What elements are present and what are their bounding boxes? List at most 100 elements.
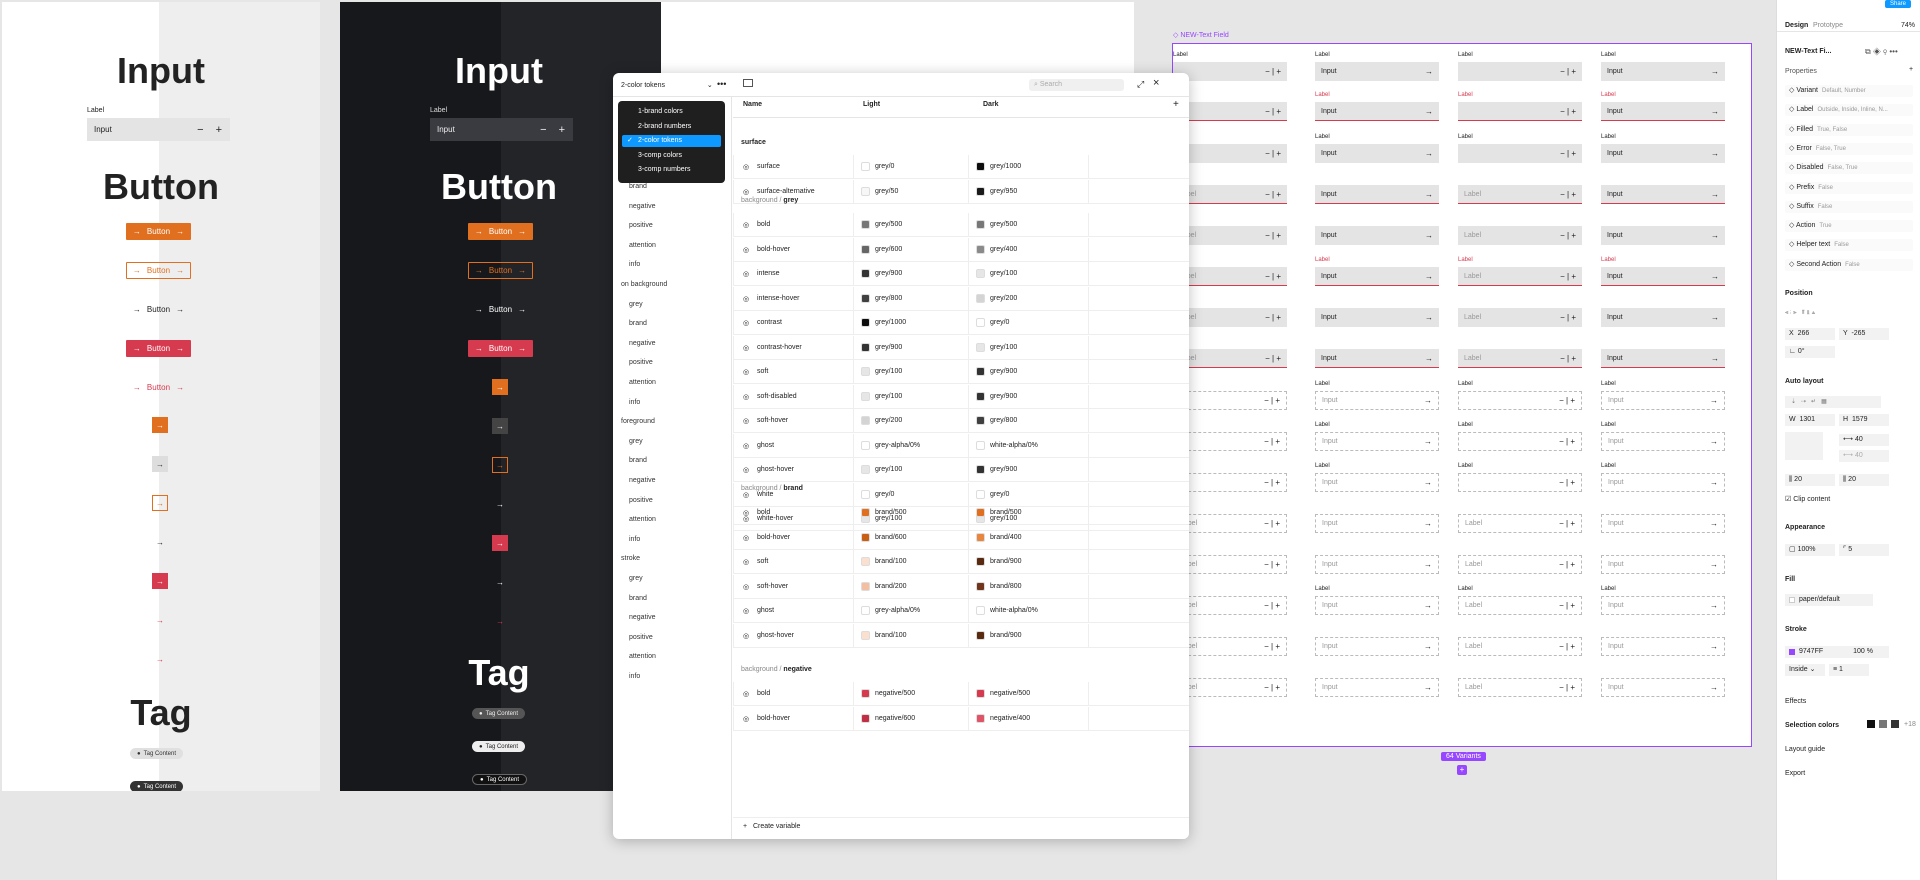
component-property[interactable]: ◇ Filled True, False bbox=[1785, 123, 1913, 136]
variable-row[interactable]: ◎ bold negative/500 negative/500 bbox=[733, 682, 1189, 706]
action-arrow-icon[interactable]: → bbox=[1424, 560, 1432, 569]
sidebar-group-item[interactable]: grey bbox=[629, 300, 643, 308]
align-tools[interactable]: ⫷ ⫶ ⫸ ⫪ ⫫ ⫨ bbox=[1785, 310, 1816, 316]
dark-value[interactable]: grey/0 bbox=[990, 490, 1010, 498]
text-field-variant[interactable]: Label− | + bbox=[1173, 185, 1287, 204]
stepper-icons[interactable]: − | + bbox=[1264, 683, 1280, 692]
text-field-variant[interactable]: − | + bbox=[1173, 62, 1287, 81]
stepper-icons[interactable]: − | + bbox=[1559, 478, 1575, 487]
dark-value[interactable]: grey/950 bbox=[990, 187, 1018, 195]
outline-button[interactable]: → Button → bbox=[468, 262, 533, 279]
action-arrow-icon[interactable]: → bbox=[1425, 313, 1433, 322]
text-field-variant[interactable]: Input → bbox=[1315, 555, 1439, 574]
stepper-icons[interactable]: − | + bbox=[1265, 106, 1281, 116]
text-field-variant[interactable]: − | + bbox=[1173, 432, 1287, 451]
variable-name[interactable]: bold-hover bbox=[757, 245, 791, 253]
sidebar-group-item[interactable]: positive bbox=[629, 359, 653, 367]
text-field-variant[interactable]: Input → bbox=[1315, 102, 1439, 121]
light-value[interactable]: grey-alpha/0% bbox=[875, 607, 921, 614]
text-field-variant[interactable]: Input → bbox=[1601, 308, 1725, 327]
ghost-button[interactable]: → Button → bbox=[132, 305, 185, 314]
text-field-variant[interactable]: Input → bbox=[1315, 62, 1439, 81]
action-arrow-icon[interactable]: → bbox=[1425, 271, 1433, 281]
variable-name[interactable]: ghost-hover bbox=[757, 631, 794, 639]
sample-input[interactable]: Input − + bbox=[430, 118, 573, 141]
more-icon[interactable]: ••• bbox=[717, 79, 727, 89]
sidebar-group-item[interactable]: attention bbox=[629, 516, 656, 524]
plus-icon[interactable]: + bbox=[558, 123, 565, 136]
stroke-weight[interactable]: ≡ 1 bbox=[1829, 664, 1869, 676]
variable-row[interactable]: ◎ soft-disabled grey/100 grey/900 bbox=[733, 384, 1189, 409]
variable-row[interactable]: ◎ surface grey/0 grey/1000 bbox=[733, 155, 1189, 179]
light-value[interactable]: grey-alpha/0% bbox=[875, 441, 921, 449]
action-arrow-icon[interactable]: → bbox=[1711, 313, 1719, 322]
text-field-variant[interactable]: Label− | + bbox=[1458, 555, 1582, 574]
minus-icon[interactable]: − bbox=[197, 123, 204, 136]
component-property[interactable]: ◇ Helper text False bbox=[1785, 239, 1913, 252]
variable-name[interactable]: ghost-hover bbox=[757, 466, 794, 473]
action-arrow-icon[interactable]: → bbox=[1424, 683, 1432, 692]
component-property[interactable]: ◇ Error False, True bbox=[1785, 142, 1913, 155]
padding-v-field[interactable]: ⫼ 20 bbox=[1839, 474, 1889, 486]
light-value[interactable]: grey/100 bbox=[875, 368, 903, 375]
direction-toggle[interactable]: ⇣ ⇢ ↵ ▦ bbox=[1785, 396, 1881, 408]
component-property[interactable]: ◇ Variant Default, Number bbox=[1785, 85, 1913, 97]
minus-icon[interactable]: − bbox=[540, 123, 547, 136]
close-icon[interactable]: × bbox=[1153, 77, 1160, 89]
gap-field-2[interactable]: ⟷ 40 bbox=[1839, 450, 1889, 462]
text-field-variant[interactable]: Label− | + bbox=[1173, 349, 1287, 368]
variable-row[interactable]: ◎ intense grey/900 grey/100 bbox=[733, 262, 1189, 286]
light-value[interactable]: grey/1000 bbox=[875, 319, 907, 326]
stepper-icons[interactable]: − | + bbox=[1560, 313, 1576, 322]
stroke-position[interactable]: Inside ⌄ bbox=[1785, 664, 1825, 676]
action-arrow-icon[interactable]: → bbox=[1425, 67, 1433, 76]
text-field-variant[interactable]: Input → bbox=[1315, 226, 1439, 245]
sidebar-group-item[interactable]: positive bbox=[629, 496, 653, 504]
text-field-variant[interactable]: − | + bbox=[1173, 102, 1287, 121]
light-value[interactable]: brand/100 bbox=[875, 631, 907, 639]
sidebar-group-item[interactable]: on background bbox=[621, 281, 668, 288]
text-field-variant[interactable]: Input → bbox=[1315, 432, 1439, 451]
negative-button[interactable]: → Button → bbox=[468, 340, 533, 357]
text-field-variant[interactable]: Label− | + bbox=[1458, 514, 1582, 533]
sidebar-group-item[interactable]: brand bbox=[629, 594, 647, 602]
action-arrow-icon[interactable]: → bbox=[1710, 478, 1718, 487]
sidebar-group-item[interactable]: negative bbox=[629, 202, 656, 210]
stepper-icons[interactable]: − | + bbox=[1265, 231, 1281, 240]
frame-title[interactable]: ◇ NEW-Text Field bbox=[1173, 32, 1229, 39]
action-arrow-icon[interactable]: → bbox=[1424, 478, 1432, 487]
dark-value[interactable]: grey/100 bbox=[990, 343, 1018, 351]
action-arrow-icon[interactable]: → bbox=[1424, 519, 1432, 528]
variable-row[interactable]: ◎ bold grey/500 grey/500 bbox=[733, 213, 1189, 237]
action-arrow-icon[interactable]: → bbox=[1711, 353, 1719, 363]
variable-name[interactable]: soft bbox=[757, 558, 769, 565]
variable-name[interactable]: contrast bbox=[757, 319, 782, 326]
text-field-variant[interactable]: − | + bbox=[1458, 144, 1582, 163]
light-value[interactable]: brand/500 bbox=[875, 509, 907, 516]
text-field-variant[interactable]: Input → bbox=[1315, 267, 1439, 286]
component-actions-icons[interactable]: ⧉ ◈ ⚲ ••• bbox=[1865, 47, 1898, 56]
icon-button-grey[interactable]: → bbox=[152, 456, 168, 472]
text-field-variant[interactable]: Input → bbox=[1315, 473, 1439, 492]
action-arrow-icon[interactable]: → bbox=[1710, 683, 1718, 692]
light-value[interactable]: grey/500 bbox=[875, 221, 903, 228]
text-field-variant[interactable]: Label− | + bbox=[1173, 678, 1287, 697]
variable-row[interactable]: ◎ ghost grey-alpha/0% white-alpha/0% bbox=[733, 433, 1189, 458]
variable-name[interactable]: soft-hover bbox=[757, 582, 789, 590]
light-value[interactable]: grey/100 bbox=[875, 392, 903, 400]
padding-h-field[interactable]: ⫼ 20 bbox=[1785, 474, 1835, 486]
dark-value[interactable]: brand/900 bbox=[990, 558, 1022, 565]
variable-row[interactable]: ◎ bold-hover grey/600 grey/400 bbox=[733, 237, 1189, 262]
icon-button-outline[interactable]: → bbox=[492, 457, 508, 473]
text-field-variant[interactable]: − | + bbox=[1173, 473, 1287, 492]
text-field-variant[interactable]: Input → bbox=[1601, 144, 1725, 163]
variable-name[interactable]: surface-alternative bbox=[757, 187, 815, 195]
text-field-variant[interactable]: − | + bbox=[1173, 144, 1287, 163]
light-value[interactable]: grey/800 bbox=[875, 294, 903, 302]
stepper-icons[interactable]: − | + bbox=[1560, 271, 1576, 281]
sidebar-group-item[interactable]: negative bbox=[629, 339, 656, 347]
variable-name[interactable]: bold bbox=[757, 221, 771, 228]
sidebar-group-item[interactable]: attention bbox=[629, 241, 656, 249]
dark-value[interactable]: grey/900 bbox=[990, 368, 1018, 375]
variable-name[interactable]: soft-disabled bbox=[757, 392, 797, 400]
